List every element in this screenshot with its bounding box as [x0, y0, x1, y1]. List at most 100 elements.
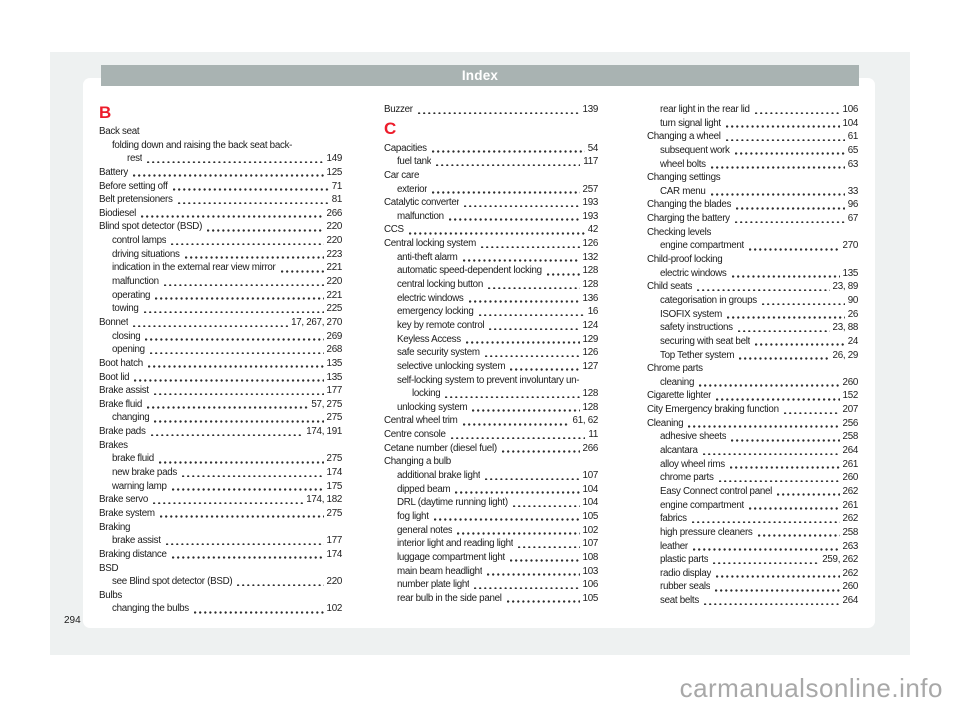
index-entry: additional brake light 107: [384, 469, 598, 483]
entry-label: leather: [660, 540, 688, 552]
entry-label: Changing a bulb: [384, 456, 451, 468]
index-column-2: Buzzer 139 C Capacities 54 fuel tank 117 Car ca…: [384, 103, 598, 605]
index-entry: dipped beam 104: [384, 482, 598, 497]
entry-page-number: 220: [326, 235, 343, 247]
entry-page-number: 275: [326, 453, 343, 465]
dot-leader: [697, 280, 830, 292]
entry-page-number: 275: [326, 507, 343, 519]
index-header-bar: Index: [101, 65, 859, 86]
entry-page-number: 258: [842, 526, 859, 538]
index-entry: Boot hatch 135: [99, 356, 342, 371]
entry-label: Buzzer: [384, 104, 413, 115]
dot-leader: [171, 547, 324, 559]
entry-label: Changing the blades: [647, 199, 732, 211]
index-entry: CAR menu 33: [647, 184, 859, 199]
index-entry: rubber seals 260: [647, 580, 858, 594]
index-entry: electric windows 135: [647, 266, 858, 281]
index-entry: locking 128: [384, 387, 598, 401]
index-entry: malfunction 220: [99, 275, 342, 289]
index-entry: Capacities 54: [384, 141, 599, 156]
index-entry: opening 268: [99, 343, 342, 357]
index-entry: City Emergency braking function 207: [647, 403, 858, 417]
entry-label: Cigarette lighter: [647, 390, 712, 402]
index-entry: indication in the external rear view mir…: [99, 261, 342, 275]
index-entry: key by remote control 124: [384, 318, 598, 333]
dot-leader: [748, 239, 840, 251]
entry-label: Easy Connect control panel: [660, 485, 773, 497]
index-entry: Brakes: [99, 439, 342, 453]
index-entry: Brake fluid 57, 275: [99, 397, 342, 412]
dot-leader: [153, 384, 324, 396]
dot-leader: [149, 343, 324, 355]
entry-label: number plate light: [397, 579, 470, 591]
index-entry: cleaning 260: [647, 375, 858, 390]
entry-page-number: 263: [842, 540, 859, 552]
index-entry: Centre console 11: [384, 428, 598, 442]
entry-page-number: 132: [582, 251, 599, 263]
entry-page-number: 33: [847, 185, 859, 197]
index-entry: Cetane number (diesel fuel) 266: [384, 441, 598, 456]
dot-leader: [726, 307, 845, 319]
index-entry: Central wheel trim 61, 62: [384, 414, 598, 428]
dot-leader: [450, 428, 586, 440]
entry-label: Brake pads: [99, 426, 146, 438]
entry-page-number: 24: [847, 335, 859, 347]
entry-label: safety instructions: [660, 322, 733, 334]
watermark-text: carmanualsonline.info: [679, 673, 943, 703]
dot-leader: [710, 157, 845, 169]
entry-label: Braking: [99, 521, 131, 533]
entry-page-number: 61, 62: [572, 415, 599, 427]
entry-page-number: 149: [326, 153, 343, 165]
entry-page-number: 126: [582, 347, 599, 359]
dot-leader: [154, 411, 324, 423]
index-entry: main beam headlight 103: [384, 564, 598, 579]
entry-page-number: 128: [582, 388, 599, 400]
index-entry: self-locking system to prevent involunta…: [384, 374, 598, 388]
dot-leader: [729, 457, 840, 469]
index-entry: see Blind spot detector (BSD) 220: [99, 575, 342, 589]
entry-label: Keyless Access: [397, 333, 461, 345]
entry-page-number: 129: [582, 333, 599, 345]
index-entry: luggage compartment light 108: [384, 550, 599, 565]
entry-page-number: 207: [842, 404, 859, 416]
entry-page-number: 26: [847, 308, 859, 320]
index-entry: malfunction 193: [384, 209, 599, 224]
entry-label: rear bulb in the side panel: [397, 592, 502, 604]
entry-label: wheel bolts: [660, 158, 706, 170]
entry-page-number: 105: [582, 510, 599, 522]
dot-leader: [546, 264, 580, 276]
index-entry: Boot lid 135: [99, 370, 343, 385]
entry-page-number: 220: [326, 576, 343, 588]
entry-label: folding down and raising the back seat b…: [112, 139, 293, 151]
entry-page-number: 135: [326, 371, 343, 383]
dot-leader: [184, 247, 324, 259]
entry-page-number: 71: [331, 180, 343, 192]
dot-leader: [510, 359, 580, 372]
dot-leader: [731, 430, 840, 442]
entry-page-number: 107: [582, 470, 599, 482]
entry-page-number: 174: [326, 548, 343, 560]
dot-leader: [736, 198, 845, 210]
entry-page-number: 105: [582, 592, 599, 604]
dot-leader: [691, 512, 840, 524]
index-entry: automatic speed-dependent locking 128: [384, 264, 598, 278]
index-entry: radio display 262: [647, 566, 858, 581]
entry-label: Belt pretensioners: [99, 194, 173, 206]
dot-leader: [431, 141, 585, 153]
entry-label: control lamps: [112, 235, 167, 247]
entry-page-number: 221: [326, 289, 343, 301]
entry-page-number: 54: [587, 142, 599, 154]
entry-label: fabrics: [660, 513, 687, 525]
index-entry: closing 269: [99, 329, 342, 344]
dot-leader: [448, 209, 580, 221]
dot-leader: [702, 444, 840, 456]
entry-label: malfunction: [112, 276, 159, 288]
entry-label: DRL (daytime running light): [397, 497, 508, 509]
entry-label: engine compartment: [660, 240, 744, 252]
entry-page-number: 193: [582, 210, 599, 222]
dot-leader: [280, 261, 324, 273]
index-entry: Central locking system 126: [384, 237, 598, 251]
entry-page-number: 264: [842, 595, 859, 607]
index-entry: general notes 102: [384, 523, 598, 538]
entry-page-number: 108: [582, 551, 599, 563]
